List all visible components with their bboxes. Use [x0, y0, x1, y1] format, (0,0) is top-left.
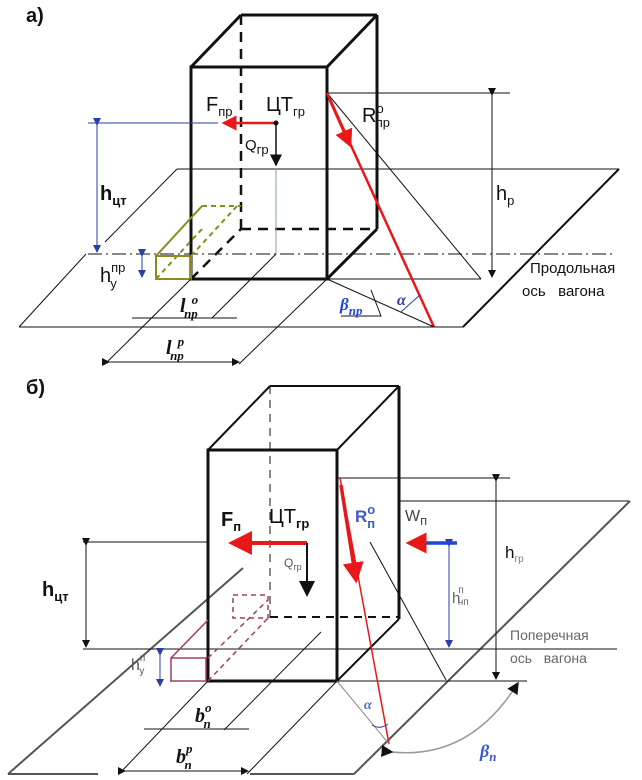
panel-a-label: а)	[26, 5, 44, 27]
label-F-p: Fп	[221, 509, 241, 534]
label-l-o: l о пр	[180, 292, 199, 321]
cargo-box	[189, 13, 379, 281]
axis-label-line2: ось вагона	[510, 650, 587, 666]
label-l-p: l р пр	[166, 334, 185, 363]
platform-plane	[18, 168, 620, 328]
axis-label-line1: Поперечная	[510, 627, 589, 643]
label-CT-gr: ЦТгр	[269, 506, 309, 531]
axis-label-line2: ось вагона	[522, 283, 605, 300]
alpha-angle-arc	[400, 294, 421, 313]
label-R-pr: Rо пр	[362, 101, 390, 130]
label-alpha: α	[364, 698, 372, 713]
panel-b-label: б)	[26, 377, 45, 399]
beta-angle-mark	[341, 289, 382, 317]
alpha-angle-arc	[371, 723, 389, 728]
stop-block	[170, 594, 269, 682]
label-b-o: bо п	[195, 700, 212, 731]
label-alpha: α	[397, 292, 407, 309]
label-h-ct: hцт	[100, 183, 127, 208]
label-h-p: hр	[496, 183, 514, 208]
label-h-gr: hгр	[505, 543, 524, 565]
label-h-y: hпр у	[100, 260, 125, 291]
label-F-pr: Fпр	[206, 94, 233, 119]
label-beta-pr: βпр	[339, 295, 363, 318]
label-CT-gr: ЦТгр	[266, 94, 305, 119]
axis-label-line1: Продольная	[530, 260, 615, 277]
label-R-p: Rо п	[355, 502, 375, 531]
stop-block	[155, 205, 241, 280]
label-h-np: hп нп	[452, 585, 469, 608]
label-beta-p: βп	[479, 741, 496, 764]
label-h-y: hп у	[131, 653, 145, 677]
beta-angle-arc	[380, 681, 519, 757]
label-b-p: bр п	[176, 741, 193, 772]
label-W-p: Wп	[405, 508, 427, 528]
panel-a: а)	[18, 5, 620, 366]
reaction-force-arrow	[339, 484, 364, 584]
label-h-ct: hцт	[42, 579, 69, 604]
panel-b: б)	[7, 377, 631, 775]
label-Q-gr: Qгр	[245, 137, 269, 157]
reaction-force-arrow	[328, 99, 353, 148]
label-Q-gr: Qгр	[284, 556, 302, 572]
